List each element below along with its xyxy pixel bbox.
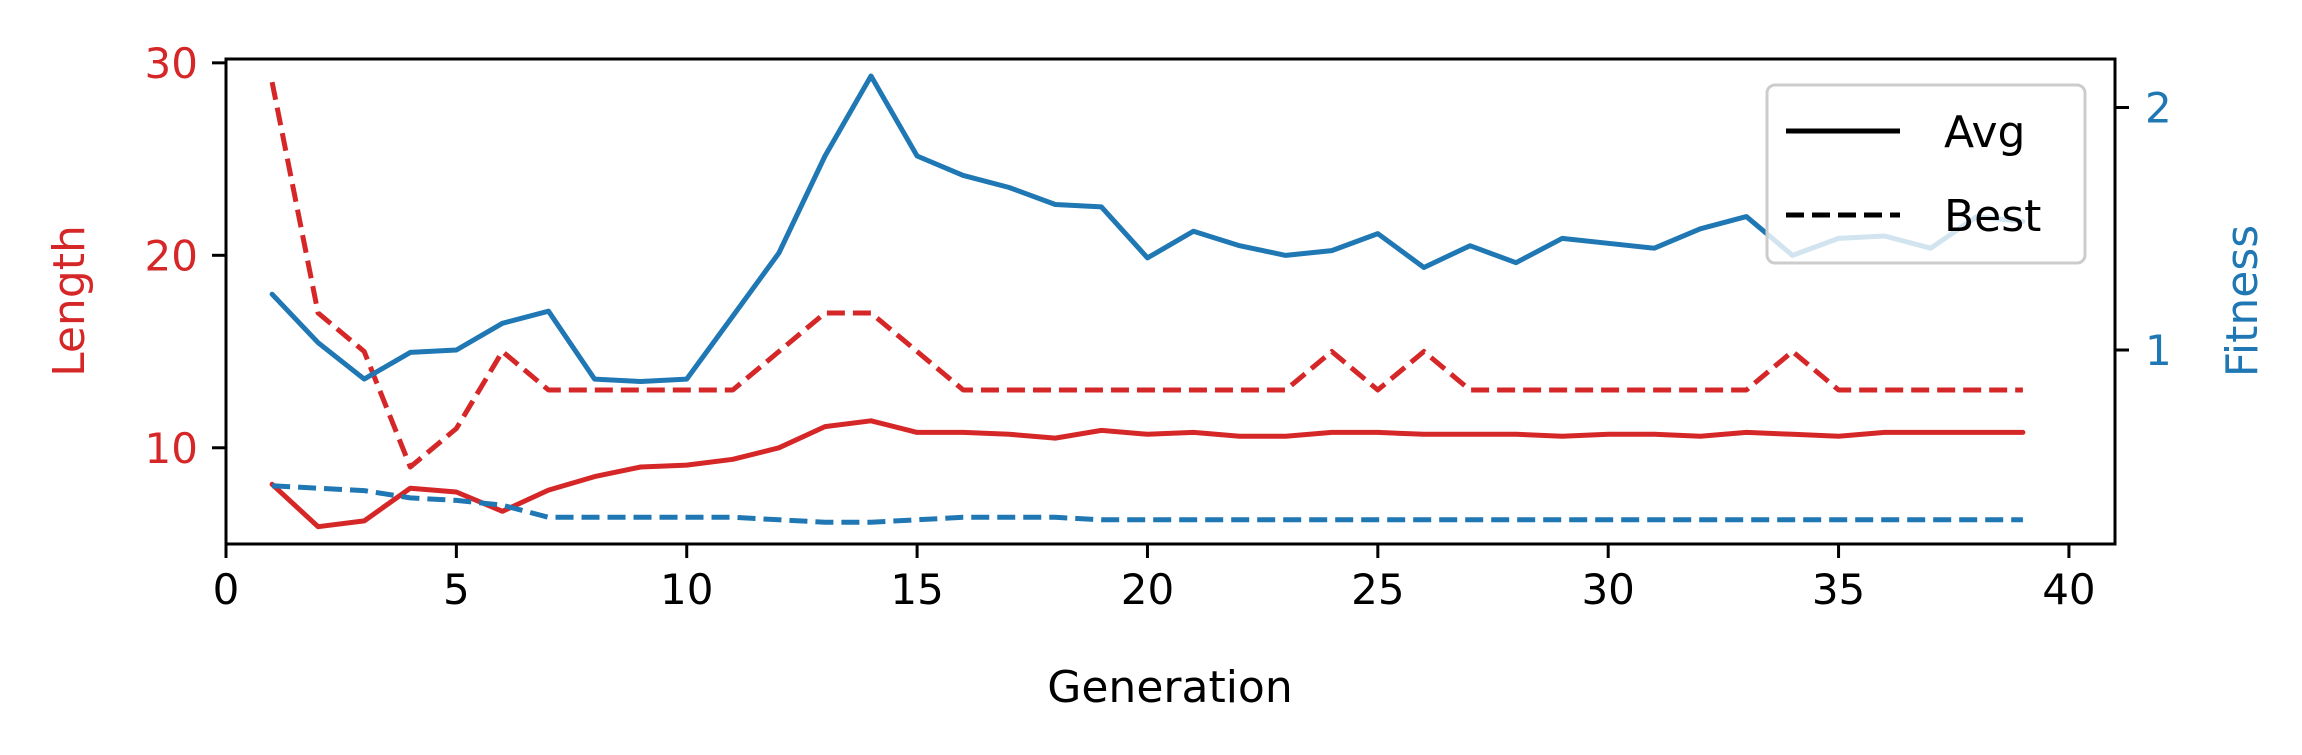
y-tick-label-right: 2: [2145, 84, 2172, 133]
series-line-length-best: [269, 81, 2023, 470]
legend-label-avg: Avg: [1944, 107, 2026, 158]
legend-label-best: Best: [1944, 191, 2041, 242]
y-axis-title-left: Length: [44, 225, 95, 377]
series-line-fitness-best: [271, 483, 2023, 525]
x-tick-label: 40: [2042, 565, 2095, 614]
x-tick-label: 30: [1581, 565, 1634, 614]
y-tick-label-left: 30: [145, 39, 198, 88]
y-tick-label-left: 10: [145, 424, 198, 473]
ticks-layer: 0 5 10 15 20 25 30 35 40 10 20 30 1 2: [145, 39, 2172, 614]
x-tick-label: 25: [1351, 565, 1404, 614]
series-layer: [269, 73, 2026, 530]
series-line-fitness-avg: [269, 73, 2026, 384]
x-tick-label: 20: [1121, 565, 1174, 614]
x-tick-label: 10: [660, 565, 713, 614]
plot-frame: [224, 57, 2117, 546]
y-axis-title-right: Fitness: [2217, 225, 2268, 377]
y-tick-label-right: 1: [2145, 326, 2172, 375]
series-line-length-avg: [269, 418, 2026, 530]
x-tick-label: 5: [443, 565, 470, 614]
x-tick-label: 0: [213, 565, 240, 614]
x-tick-label: 15: [890, 565, 943, 614]
x-axis-title: Generation: [1047, 662, 1292, 713]
y-tick-label-left: 20: [145, 231, 198, 280]
legend: Avg Best: [1765, 83, 2087, 265]
x-tick-label: 35: [1812, 565, 1865, 614]
